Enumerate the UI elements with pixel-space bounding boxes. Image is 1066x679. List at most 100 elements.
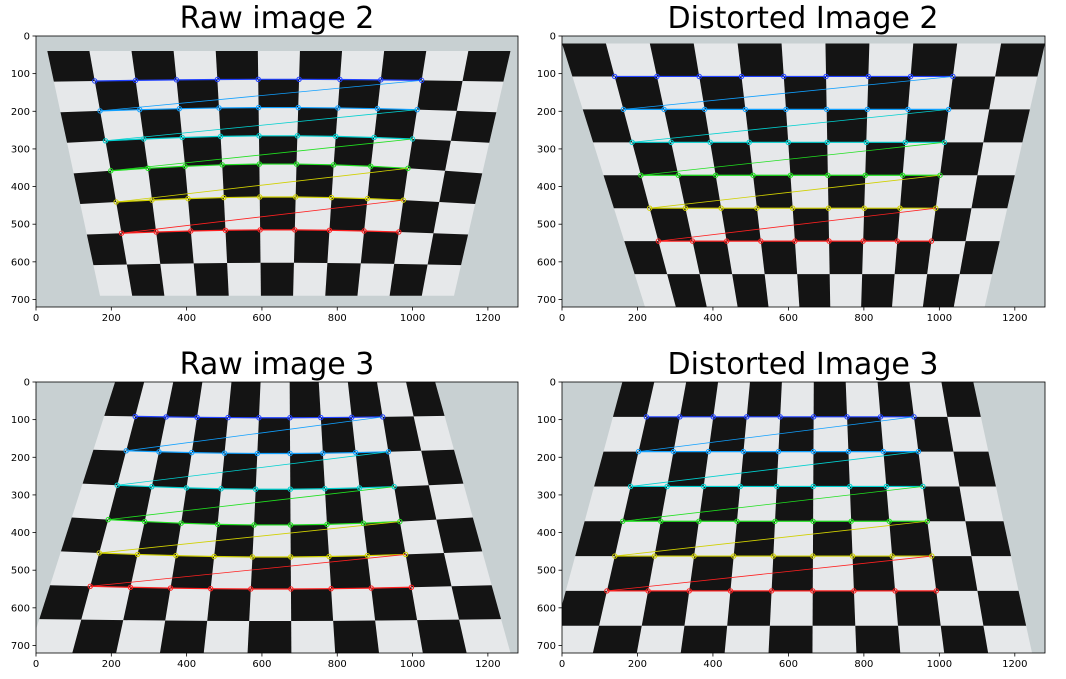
dark-square xyxy=(664,109,711,143)
dark-square xyxy=(295,164,334,198)
dark-square xyxy=(910,43,958,77)
corner-marker xyxy=(249,554,256,560)
corner-marker xyxy=(318,414,324,421)
corner-marker xyxy=(254,450,261,457)
corner-link-line xyxy=(630,451,919,487)
dark-square xyxy=(215,51,259,80)
dark-square xyxy=(156,230,194,264)
dark-square xyxy=(708,416,747,452)
y-tick-label: 300 xyxy=(537,144,556,155)
corner-marker xyxy=(758,238,764,244)
corner-marker xyxy=(137,106,143,113)
corner-marker xyxy=(214,76,221,83)
dark-square xyxy=(792,208,830,242)
corner-marker xyxy=(173,552,179,559)
corner-marker xyxy=(296,76,302,83)
corner-marker xyxy=(860,238,866,244)
corner-marker xyxy=(287,450,293,457)
dark-square xyxy=(166,382,203,418)
corner-marker xyxy=(723,238,730,244)
corner-marker xyxy=(364,552,371,559)
corner-marker xyxy=(132,77,139,84)
corner-marker xyxy=(397,518,403,525)
dark-square xyxy=(971,175,1015,209)
corner-marker xyxy=(933,588,939,594)
dark-square xyxy=(865,142,906,176)
dark-square xyxy=(389,263,428,296)
y-tick-label: 600 xyxy=(537,257,556,268)
corner-marker xyxy=(256,161,263,167)
corner-marker xyxy=(173,77,180,83)
image-panel-2: 0 200 400 600 800 1000 1200 0 100 200 300 400 500 600… xyxy=(537,32,1046,324)
corner-link-line xyxy=(649,174,941,209)
corner-marker xyxy=(945,106,952,113)
corner-marker xyxy=(356,485,363,491)
corner-marker xyxy=(256,415,262,421)
corner-marker xyxy=(826,238,832,244)
dark-square xyxy=(922,274,960,307)
corner-marker xyxy=(87,583,93,590)
corner-marker xyxy=(655,238,662,244)
dark-square xyxy=(47,51,95,82)
corner-marker xyxy=(256,133,262,139)
corner-link-line xyxy=(638,416,915,453)
dark-square xyxy=(905,109,949,143)
corner-marker xyxy=(851,588,857,594)
dark-square xyxy=(108,485,152,522)
dark-square xyxy=(826,109,868,143)
corner-marker xyxy=(775,448,782,455)
corner-row-line xyxy=(108,519,400,526)
corner-marker xyxy=(328,585,334,592)
dark-square xyxy=(622,486,668,522)
dark-square xyxy=(654,521,699,557)
corner-marker xyxy=(123,448,129,454)
dark-square xyxy=(406,382,445,417)
dark-square xyxy=(254,489,291,525)
dark-square xyxy=(689,556,734,591)
y-tick-label: 0 xyxy=(550,378,556,389)
y-tick-label: 100 xyxy=(537,69,556,80)
corner-marker xyxy=(156,449,162,455)
corner-marker xyxy=(288,586,294,592)
x-tick-label: 1000 xyxy=(400,313,425,324)
dark-square xyxy=(863,208,900,242)
dark-square xyxy=(813,451,850,487)
dark-square xyxy=(90,552,138,588)
corner-marker xyxy=(320,450,326,456)
corner-marker xyxy=(378,77,384,83)
x-tick-label: 1200 xyxy=(475,659,500,670)
corner-row-line xyxy=(126,450,389,455)
dark-square xyxy=(788,142,828,176)
dark-square xyxy=(225,229,261,263)
corner-marker xyxy=(810,588,816,594)
y-tick-label: 100 xyxy=(537,415,556,426)
corner-marker xyxy=(849,553,856,559)
dark-square xyxy=(427,233,469,266)
corner-row-line xyxy=(100,106,418,112)
corner-marker xyxy=(889,553,895,559)
panel-title-distorted-2: Distorted Image 2 xyxy=(667,1,939,36)
dark-square xyxy=(877,382,914,417)
corner-marker xyxy=(825,172,831,178)
corner-marker xyxy=(178,520,184,526)
corner-marker xyxy=(742,106,749,113)
corner-marker xyxy=(750,172,756,178)
x-tick-label: 0 xyxy=(559,313,565,324)
corner-marker xyxy=(396,229,402,235)
dark-square xyxy=(931,556,978,591)
dark-square xyxy=(783,76,827,110)
y-tick-label: 0 xyxy=(550,32,556,43)
y-tick-label: 700 xyxy=(537,295,556,306)
corner-marker xyxy=(928,238,935,244)
corner-marker xyxy=(379,414,386,420)
corner-marker xyxy=(257,227,263,233)
dark-square xyxy=(575,521,623,557)
corner-marker xyxy=(294,133,301,139)
dark-square xyxy=(941,382,981,417)
y-tick-label: 400 xyxy=(537,182,556,193)
corner-marker xyxy=(894,238,901,244)
x-tick-label: 1200 xyxy=(1002,313,1027,324)
corner-marker xyxy=(188,228,194,234)
corner-marker xyxy=(844,414,850,420)
corner-marker xyxy=(113,199,119,205)
